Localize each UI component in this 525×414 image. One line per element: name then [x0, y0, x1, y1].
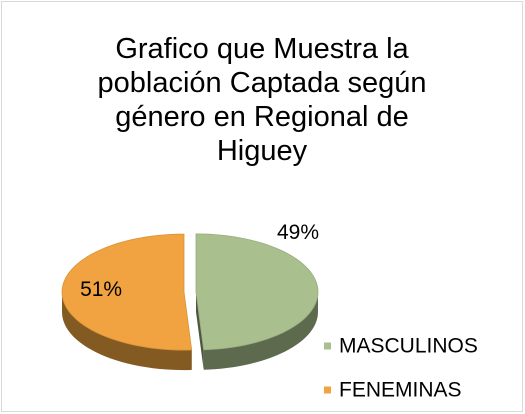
chart-title: Grafico que Muestra la población Captada… [97, 33, 427, 167]
slice-side [203, 291, 318, 370]
slice [61, 233, 193, 351]
legend-swatch [324, 386, 331, 394]
data-label: 49% [277, 221, 319, 244]
slice-side [195, 291, 204, 370]
legend-swatch [324, 342, 331, 350]
slice [195, 233, 319, 351]
data-label: 51% [80, 278, 122, 301]
legend-label: MASCULINOS [339, 335, 478, 358]
slice-side [62, 292, 192, 371]
legend-label: FENEMINAS [339, 379, 462, 402]
